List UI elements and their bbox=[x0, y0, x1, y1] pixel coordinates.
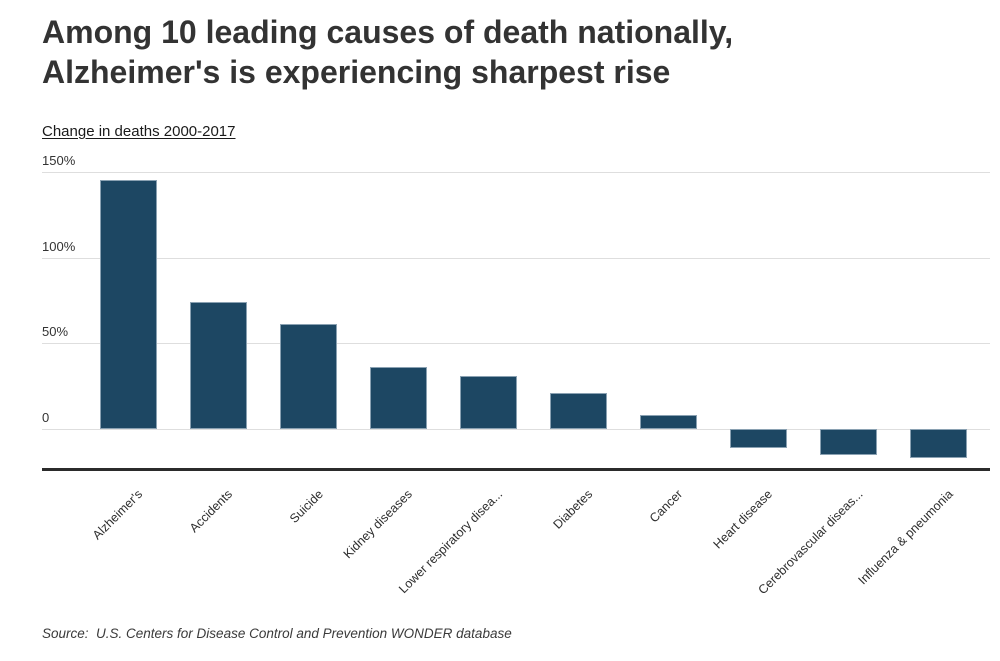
bar-10 bbox=[910, 429, 967, 459]
plot-area: 150% 100% 50% 0 bbox=[42, 150, 990, 471]
bar-1 bbox=[100, 180, 157, 429]
gridline-50 bbox=[42, 343, 990, 345]
bar-4 bbox=[370, 367, 427, 429]
x-tick-label-3: Suicide bbox=[286, 487, 326, 526]
x-tick-label-5: Lower respiratory disea... bbox=[396, 487, 506, 597]
x-tick-label-8: Heart disease bbox=[710, 487, 776, 552]
x-tick-label-10: Influenza & pneumonia bbox=[855, 487, 956, 588]
x-tick-label-2: Accidents bbox=[187, 487, 236, 536]
gridline-0 bbox=[42, 429, 990, 430]
chart-subtitle: Change in deaths 2000-2017 bbox=[42, 123, 236, 140]
bar-2 bbox=[190, 302, 247, 429]
bar-3 bbox=[280, 324, 337, 429]
chart-title-line-2: Alzheimer's is experiencing sharpest ris… bbox=[42, 54, 671, 90]
x-tick-label-4: Kidney diseases bbox=[341, 487, 416, 562]
y-tick-label-150: 150% bbox=[42, 152, 76, 168]
gridline-150 bbox=[42, 171, 990, 173]
y-tick-label-50: 50% bbox=[42, 324, 69, 340]
bar-5 bbox=[460, 375, 517, 429]
chart-title: Among 10 leading causes of death nationa… bbox=[42, 12, 733, 92]
x-tick-label-9: Cerebrovascular diseas... bbox=[755, 487, 866, 598]
x-tick-label-1: Alzheimer's bbox=[90, 487, 146, 543]
x-tick-label-7: Cancer bbox=[647, 487, 686, 526]
gridline-100 bbox=[42, 257, 990, 259]
bar-8 bbox=[730, 429, 787, 448]
bar-6 bbox=[550, 393, 607, 429]
y-tick-label-0: 0 bbox=[42, 410, 50, 425]
x-tick-label-6: Diabetes bbox=[550, 487, 596, 532]
x-axis-line bbox=[42, 468, 990, 471]
chart-title-line-1: Among 10 leading causes of death nationa… bbox=[42, 14, 734, 50]
source-note: Source: U.S. Centers for Disease Control… bbox=[42, 626, 512, 641]
y-tick-label-100: 100% bbox=[42, 238, 76, 254]
bar-7 bbox=[640, 415, 697, 429]
bar-9 bbox=[820, 429, 877, 455]
